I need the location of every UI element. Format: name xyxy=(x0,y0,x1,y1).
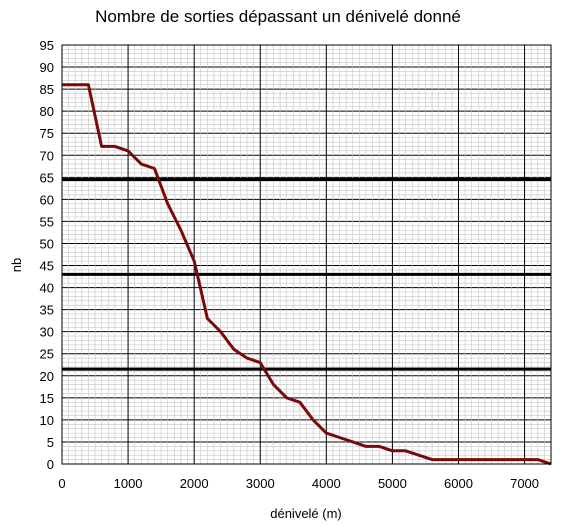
x-tick-labels: 0 1000 2000 3000 4000 5000 6000 7000 xyxy=(58,476,539,491)
series-line xyxy=(62,83,552,466)
y-tick-label: 90 xyxy=(40,60,54,75)
y-tick-label: 75 xyxy=(40,126,54,141)
y-tick-label: 25 xyxy=(40,347,54,362)
y-axis-label: nb xyxy=(9,258,24,272)
y-tick-label: 35 xyxy=(40,303,54,318)
series xyxy=(62,83,552,466)
y-tick-label: 70 xyxy=(40,148,54,163)
y-tick-label: 85 xyxy=(40,82,54,97)
reference-lines xyxy=(62,178,551,371)
y-tick-label: 95 xyxy=(40,38,54,53)
y-tick-label: 15 xyxy=(40,391,54,406)
y-tick-label: 45 xyxy=(40,259,54,274)
x-axis-label: dénivelé (m) xyxy=(270,506,342,521)
x-tick-label: 7000 xyxy=(510,476,539,491)
y-tick-label: 5 xyxy=(47,435,54,450)
y-tick-label: 50 xyxy=(40,236,54,251)
y-tick-label: 30 xyxy=(40,325,54,340)
x-tick-label: 0 xyxy=(58,476,65,491)
x-tick-label: 4000 xyxy=(312,476,341,491)
x-tick-label: 5000 xyxy=(378,476,407,491)
y-tick-labels: 0 5 10 15 20 25 30 35 40 45 50 55 60 65 70 75 80 85 90 95 xyxy=(40,38,54,472)
y-tick-label: 55 xyxy=(40,214,54,229)
chart-title: Nombre de sorties dépassant un dénivelé … xyxy=(95,7,461,26)
x-tick-label: 1000 xyxy=(114,476,143,491)
x-tick-label: 3000 xyxy=(246,476,275,491)
grid xyxy=(61,44,552,465)
y-tick-label: 0 xyxy=(47,457,54,472)
y-tick-label: 20 xyxy=(40,369,54,384)
y-tick-label: 60 xyxy=(40,192,54,207)
y-tick-label: 10 xyxy=(40,413,54,428)
y-tick-label: 80 xyxy=(40,104,54,119)
x-tick-label: 6000 xyxy=(444,476,473,491)
y-tick-label: 40 xyxy=(40,281,54,296)
plot-frame xyxy=(61,44,552,465)
x-tick-label: 2000 xyxy=(180,476,209,491)
y-tick-label: 65 xyxy=(40,170,54,185)
